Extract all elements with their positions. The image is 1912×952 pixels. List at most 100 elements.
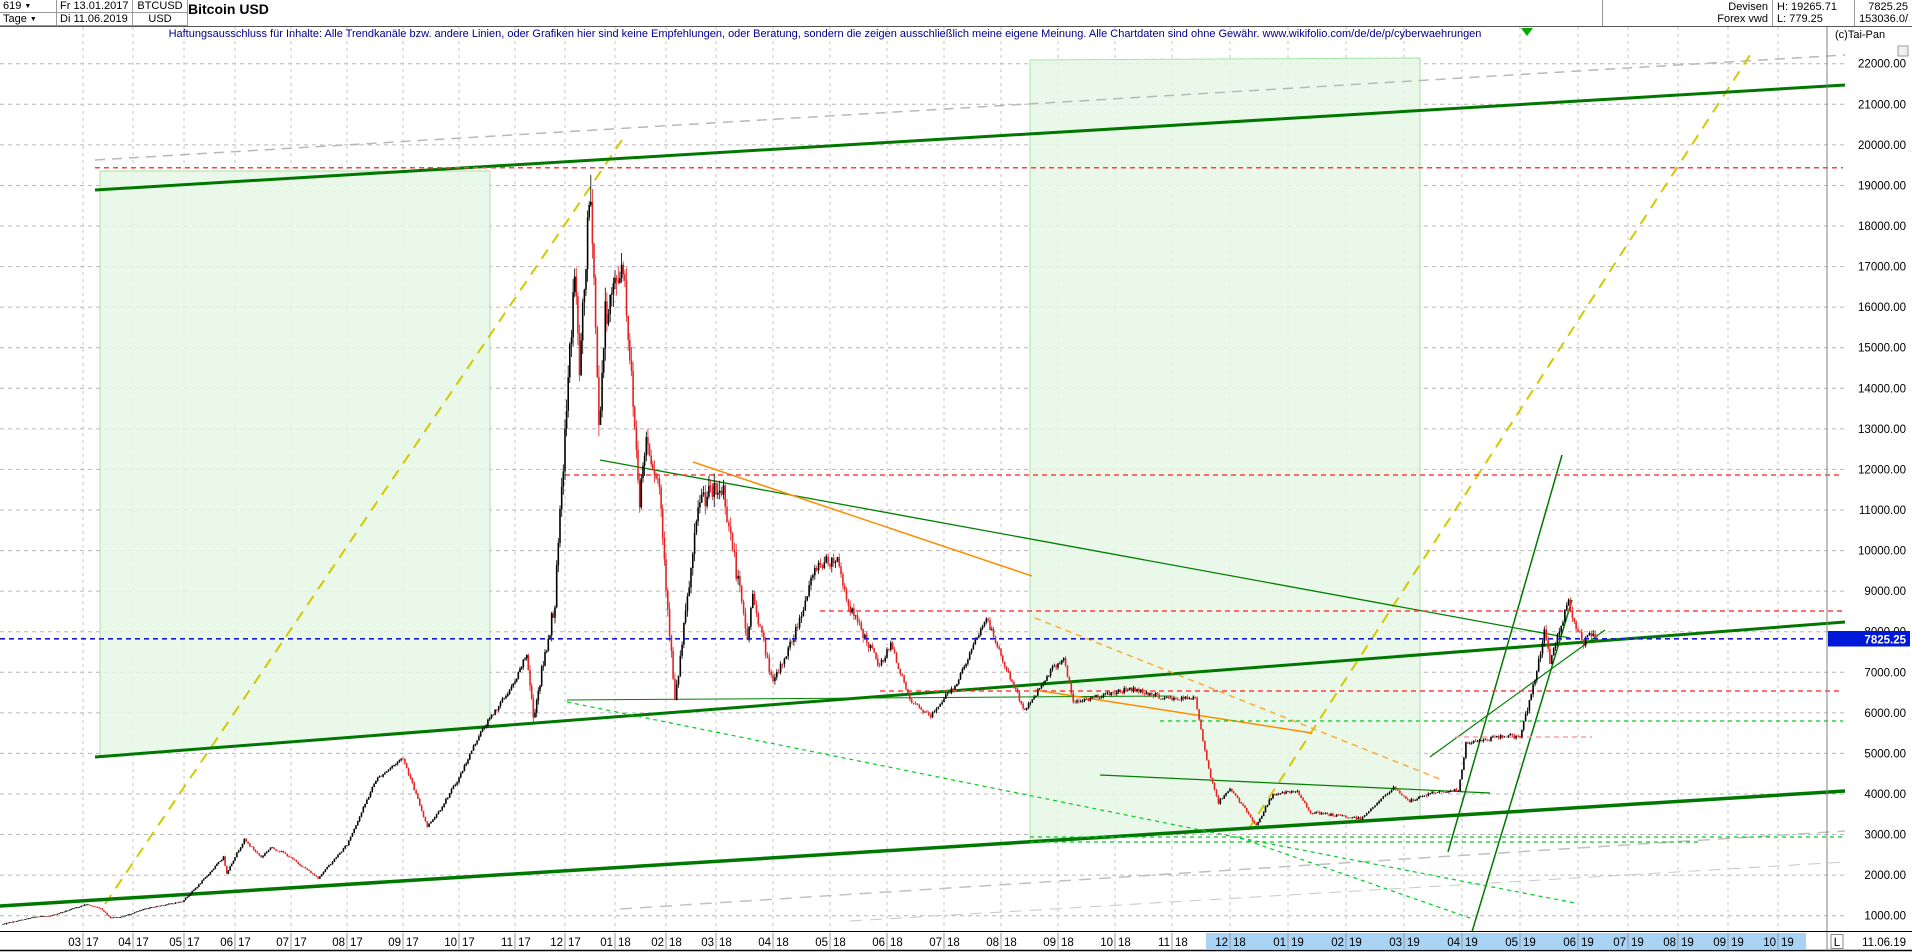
svg-text:17000.00: 17000.00 xyxy=(1858,262,1906,274)
header-divider xyxy=(0,26,1912,27)
svg-text:19: 19 xyxy=(1523,937,1536,949)
svg-text:18: 18 xyxy=(618,937,631,949)
period-value: Tage xyxy=(3,13,27,25)
high-value: H: 19265.71 xyxy=(1777,1,1837,13)
svg-text:17: 17 xyxy=(350,937,363,949)
svg-text:6000.00: 6000.00 xyxy=(1864,708,1906,720)
svg-text:17: 17 xyxy=(518,937,531,949)
svg-text:09: 09 xyxy=(388,937,401,949)
svg-text:18: 18 xyxy=(947,937,960,949)
svg-text:12000.00: 12000.00 xyxy=(1858,464,1906,476)
svg-text:1000.00: 1000.00 xyxy=(1864,911,1906,923)
symbol-label: BTCUSD xyxy=(133,0,188,13)
date-from-field[interactable]: Fr 13.01.2017 xyxy=(57,0,133,13)
last-price-value: 7825.25 xyxy=(1868,1,1908,13)
svg-text:19000.00: 19000.00 xyxy=(1858,180,1906,192)
svg-text:15000.00: 15000.00 xyxy=(1858,343,1906,355)
svg-text:19: 19 xyxy=(1731,937,1744,949)
svg-text:L: L xyxy=(1834,937,1841,949)
svg-text:09: 09 xyxy=(1713,937,1726,949)
svg-text:20000.00: 20000.00 xyxy=(1858,140,1906,152)
svg-text:07: 07 xyxy=(276,937,289,949)
svg-text:18: 18 xyxy=(1061,937,1074,949)
svg-text:10: 10 xyxy=(1100,937,1113,949)
svg-text:06: 06 xyxy=(220,937,233,949)
svg-text:17: 17 xyxy=(568,937,581,949)
svg-text:22000.00: 22000.00 xyxy=(1858,59,1906,71)
market-info: Devisen Forex vwd xyxy=(1602,0,1772,26)
svg-text:19: 19 xyxy=(1349,937,1362,949)
svg-text:08: 08 xyxy=(1663,937,1676,949)
svg-text:12: 12 xyxy=(550,937,563,949)
last-price-info: 7825.25 153036.0/ xyxy=(1854,0,1912,26)
chevron-down-icon: ▼ xyxy=(24,2,32,10)
data-source: Forex vwd xyxy=(1717,13,1768,25)
low-value: L: 779.25 xyxy=(1777,13,1823,25)
svg-text:9000.00: 9000.00 xyxy=(1864,586,1906,598)
svg-text:18: 18 xyxy=(776,937,789,949)
disclaimer-body: Haftungsausschluss für Inhalte: Alle Tre… xyxy=(168,28,1263,40)
svg-text:19: 19 xyxy=(1407,937,1420,949)
svg-text:19: 19 xyxy=(1781,937,1794,949)
svg-text:11000.00: 11000.00 xyxy=(1859,505,1906,517)
svg-text:01: 01 xyxy=(1273,937,1286,949)
svg-text:11: 11 xyxy=(501,937,513,949)
svg-text:01: 01 xyxy=(600,937,613,949)
disclaimer-text: Haftungsausschluss für Inhalte: Alle Tre… xyxy=(0,28,1650,40)
svg-text:02: 02 xyxy=(1331,937,1344,949)
high-low-info: H: 19265.71 L: 779.25 xyxy=(1772,0,1854,26)
svg-text:06: 06 xyxy=(1563,937,1576,949)
svg-text:7825.25: 7825.25 xyxy=(1864,635,1906,647)
svg-text:04: 04 xyxy=(758,937,771,949)
svg-text:05: 05 xyxy=(169,937,182,949)
svg-text:17: 17 xyxy=(406,937,419,949)
svg-text:03: 03 xyxy=(1389,937,1402,949)
svg-text:7000.00: 7000.00 xyxy=(1864,667,1906,679)
date-to-field[interactable]: Di 11.06.2019 xyxy=(57,13,133,26)
copyright-label: (c)Tai-Pan xyxy=(1835,29,1886,41)
trendline-drawings[interactable] xyxy=(0,54,1846,946)
svg-text:05: 05 xyxy=(1505,937,1518,949)
volume-value: 153036.0/ xyxy=(1859,13,1908,25)
candlestick-layer xyxy=(2,174,1598,925)
svg-text:17: 17 xyxy=(136,937,149,949)
svg-text:07: 07 xyxy=(1613,937,1626,949)
svg-text:18: 18 xyxy=(669,937,682,949)
period-dropdown[interactable]: Tage ▼ xyxy=(0,13,57,26)
market-segment: Devisen xyxy=(1728,1,1768,13)
svg-text:5000.00: 5000.00 xyxy=(1864,748,1906,760)
symbol-value: BTCUSD xyxy=(137,0,183,12)
svg-text:08: 08 xyxy=(986,937,999,949)
axis-scroll-button[interactable] xyxy=(1897,45,1909,57)
selected-date-range[interactable] xyxy=(1206,933,1806,949)
svg-text:05: 05 xyxy=(815,937,828,949)
last-price-tag xyxy=(1828,631,1910,647)
svg-text:18: 18 xyxy=(719,937,732,949)
svg-text:4000.00: 4000.00 xyxy=(1864,789,1906,801)
svg-text:04: 04 xyxy=(118,937,131,949)
svg-text:18: 18 xyxy=(1118,937,1131,949)
svg-text:3000.00: 3000.00 xyxy=(1864,830,1906,842)
svg-text:19: 19 xyxy=(1581,937,1594,949)
currency-label: USD xyxy=(133,13,188,26)
svg-text:10: 10 xyxy=(444,937,457,949)
svg-text:11: 11 xyxy=(1158,937,1170,949)
svg-text:03: 03 xyxy=(701,937,714,949)
date-from-value: Fr 13.01.2017 xyxy=(60,0,129,12)
svg-text:19: 19 xyxy=(1465,937,1478,949)
last-date-label: 11.06.19 xyxy=(1862,937,1906,949)
svg-text:10000.00: 10000.00 xyxy=(1858,546,1906,558)
svg-text:19: 19 xyxy=(1681,937,1694,949)
bar-count-dropdown[interactable]: 619 ▼ xyxy=(0,0,57,13)
wikifolio-link[interactable]: www.wikifolio.com/de/de/p/cyberwaehrunge… xyxy=(1262,28,1482,40)
time-axis[interactable]: 03 17 04 17 05 17 06 17 07 17 08 17 09 17 10 17 11 17 12 17… xyxy=(0,931,1912,952)
price-axis: 22000.00 21000.00 20000.00 19000.00 18000.00… xyxy=(1826,27,1910,950)
date-to-value: Di 11.06.2019 xyxy=(60,13,128,25)
svg-text:12: 12 xyxy=(1215,937,1228,949)
svg-text:06: 06 xyxy=(872,937,885,949)
svg-text:19: 19 xyxy=(1291,937,1304,949)
chevron-down-icon: ▼ xyxy=(29,15,37,23)
svg-text:10: 10 xyxy=(1763,937,1776,949)
svg-text:08: 08 xyxy=(332,937,345,949)
